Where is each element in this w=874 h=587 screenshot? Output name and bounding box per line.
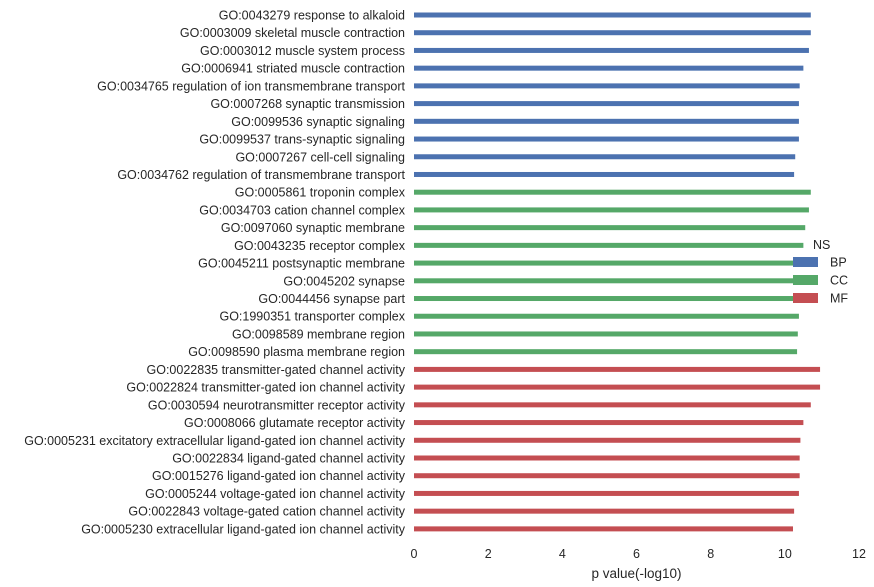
category-label: GO:0098589 membrane region [232, 327, 405, 341]
x-tick-label: 12 [852, 547, 866, 561]
bar [414, 455, 800, 461]
bar [414, 12, 811, 18]
category-label: GO:0045202 synapse [283, 274, 405, 288]
bar [414, 420, 804, 426]
bar [414, 260, 802, 266]
category-label: GO:0030594 neurotransmitter receptor act… [148, 398, 406, 412]
category-label: GO:0034765 regulation of ion transmembra… [97, 79, 405, 93]
category-label: GO:0098590 plasma membrane region [188, 345, 405, 359]
category-label: GO:0005231 excitatory extracellular liga… [24, 434, 406, 448]
category-label: GO:0022824 transmitter-gated ion channel… [126, 381, 405, 395]
bar [414, 154, 796, 160]
category-label: GO:0099537 trans-synaptic signaling [199, 133, 405, 147]
category-label: GO:0008066 glutamate receptor activity [184, 416, 406, 430]
category-label: GO:0099536 synaptic signaling [231, 115, 405, 129]
bar [414, 207, 809, 213]
category-label: GO:0005244 voltage-gated ion channel act… [145, 487, 406, 501]
category-label: GO:0003012 muscle system process [200, 44, 405, 58]
category-label: GO:1990351 transporter complex [219, 310, 405, 324]
category-label: GO:0034703 cation channel complex [199, 203, 405, 217]
category-label: GO:0034762 regulation of transmembrane t… [117, 168, 405, 182]
legend-label: MF [830, 292, 848, 306]
bar [414, 437, 801, 443]
category-label: GO:0097060 synaptic membrane [221, 221, 405, 235]
bar [414, 296, 800, 302]
bar [414, 189, 811, 195]
bar [414, 402, 811, 408]
bar [414, 278, 800, 284]
legend-swatch [793, 293, 818, 303]
legend-items: BP CC MF [793, 256, 848, 306]
category-label: GO:0003009 skeletal muscle contraction [180, 26, 405, 40]
x-tick-label: 0 [411, 547, 418, 561]
bar [414, 366, 821, 372]
category-labels: GO:0043279 response to alkaloid GO:000300… [24, 9, 406, 537]
category-label: GO:0044456 synapse part [258, 292, 405, 306]
x-tick-label: 6 [633, 547, 640, 561]
bar [414, 101, 799, 107]
bar [414, 30, 811, 36]
bar [414, 384, 821, 390]
x-axis: 0 2 4 6 8 10 12 [411, 547, 866, 561]
bar [414, 473, 800, 479]
bar [414, 225, 806, 231]
bar [414, 171, 795, 177]
category-label: GO:0015276 ligand-gated ion channel acti… [152, 469, 406, 483]
category-label: GO:0007267 cell-cell signaling [235, 150, 405, 164]
legend-title: NS [813, 238, 830, 252]
x-tick-label: 4 [559, 547, 566, 561]
bar [414, 526, 793, 532]
category-label: GO:0007268 synaptic transmission [210, 97, 405, 111]
category-label: GO:0022834 ligand-gated channel activity [172, 452, 406, 466]
category-label: GO:0043235 receptor complex [234, 239, 406, 253]
bar [414, 490, 799, 496]
category-label: GO:0006941 striated muscle contraction [181, 62, 405, 76]
legend-swatch [793, 257, 818, 267]
x-tick-label: 2 [485, 547, 492, 561]
category-label: GO:0022835 transmitter-gated channel act… [147, 363, 406, 377]
bar [414, 83, 800, 89]
bar [414, 136, 799, 142]
category-label: GO:0022843 voltage-gated cation channel … [128, 505, 405, 519]
category-label: GO:0005861 troponin complex [235, 186, 406, 200]
bar [414, 65, 804, 71]
bar [414, 349, 798, 355]
x-axis-title: p value(-log10) [591, 566, 681, 581]
legend: NS BP CC MF [793, 238, 848, 306]
bar [414, 47, 809, 53]
legend-label: CC [830, 274, 848, 288]
category-label: GO:0005230 extracellular ligand-gated io… [81, 522, 406, 536]
bar [414, 508, 795, 514]
bar [414, 118, 799, 124]
bars-layer [414, 12, 821, 532]
category-label: GO:0045211 postsynaptic membrane [198, 257, 405, 271]
bar [414, 331, 798, 337]
x-tick-label: 8 [707, 547, 714, 561]
bar [414, 242, 804, 248]
category-label: GO:0043279 response to alkaloid [219, 9, 405, 23]
bar [414, 313, 799, 319]
x-tick-label: 10 [778, 547, 792, 561]
legend-swatch [793, 275, 818, 285]
legend-label: BP [830, 256, 847, 270]
